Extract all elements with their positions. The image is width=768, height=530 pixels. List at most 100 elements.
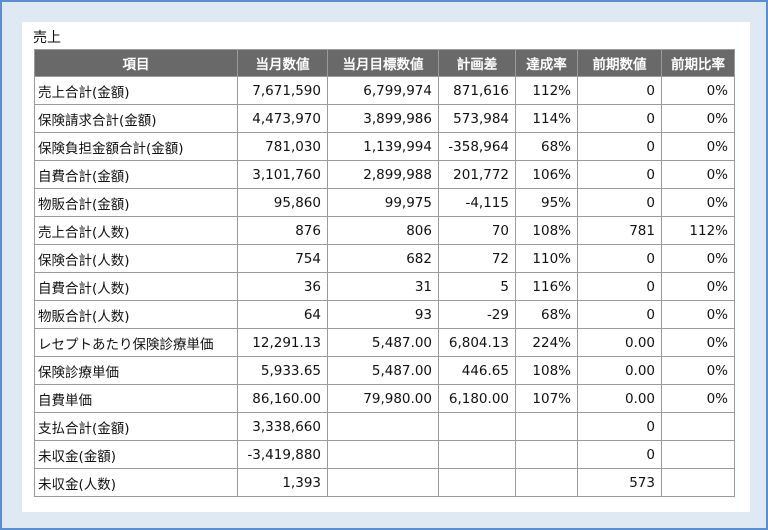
cell-previous-value: 781 [577,216,662,245]
cell-achievement-rate: 68% [515,300,578,329]
cell-previous-ratio: 0% [661,188,735,217]
cell-plan-difference: 573,984 [438,104,516,133]
cell-achievement-rate: 107% [515,384,578,413]
cell-target-value: 99,975 [327,188,439,217]
cell-achievement-rate [515,468,578,497]
cell-row-label: 売上合計(金額) [34,76,238,105]
table-header-row: 項目 当月数値 当月目標数値 計画差 達成率 前期数値 前期比率 [34,49,735,77]
cell-achievement-rate: 108% [515,216,578,245]
column-header-previous-value: 前期数値 [577,49,662,77]
cell-previous-ratio [661,412,735,441]
cell-previous-value: 0.00 [577,384,662,413]
cell-achievement-rate: 112% [515,76,578,105]
cell-achievement-rate: 106% [515,160,578,189]
cell-current-value: 95,860 [237,188,328,217]
cell-previous-value: 0 [577,300,662,329]
cell-current-value: 36 [237,272,328,301]
table-row: 売上合計(金額) 7,671,590 6,799,974 871,616 112% 0 0% [34,76,735,105]
cell-achievement-rate: 95% [515,188,578,217]
table-row: 未収金(人数) 1,393 573 [34,468,735,497]
cell-plan-difference: 5 [438,272,516,301]
cell-plan-difference: -4,115 [438,188,516,217]
cell-target-value [327,440,439,469]
table-row: 保険負担金額合計(金額) 781,030 1,139,994 -358,964 68% 0… [34,132,735,161]
cell-plan-difference: 446.65 [438,356,516,385]
cell-achievement-rate: 224% [515,328,578,357]
cell-previous-value: 0 [577,160,662,189]
cell-plan-difference: 871,616 [438,76,516,105]
cell-achievement-rate [515,412,578,441]
table-body: 売上合計(金額) 7,671,590 6,799,974 871,616 112% 0 0%… [34,76,735,497]
cell-plan-difference [438,468,516,497]
table-row: 自費合計(金額) 3,101,760 2,899,988 201,772 106% 0 0% [34,160,735,189]
cell-target-value: 5,487.00 [327,356,439,385]
table-row: レセプトあたり保険診療単価 12,291.13 5,487.00 6,804.13 22… [34,328,735,357]
cell-current-value: 5,933.65 [237,356,328,385]
cell-previous-value: 0.00 [577,356,662,385]
cell-row-label: 未収金(人数) [34,468,238,497]
cell-previous-ratio: 0% [661,272,735,301]
cell-previous-ratio: 0% [661,356,735,385]
cell-row-label: 自費合計(金額) [34,160,238,189]
cell-previous-value: 0 [577,412,662,441]
cell-plan-difference [438,440,516,469]
cell-previous-value: 0 [577,132,662,161]
cell-row-label: 支払合計(金額) [34,412,238,441]
cell-achievement-rate: 114% [515,104,578,133]
section-title: 売上 [33,30,61,46]
cell-row-label: 保険負担金額合計(金額) [34,132,238,161]
cell-current-value: 12,291.13 [237,328,328,357]
cell-previous-value: 0 [577,76,662,105]
cell-row-label: レセプトあたり保険診療単価 [34,328,238,357]
cell-target-value [327,468,439,497]
table-row: 物販合計(金額) 95,860 99,975 -4,115 95% 0 0% [34,188,735,217]
table-row: 保険合計(人数) 754 682 72 110% 0 0% [34,244,735,273]
cell-achievement-rate: 68% [515,132,578,161]
cell-target-value: 682 [327,244,439,273]
cell-previous-value: 0.00 [577,328,662,357]
table-row: 物販合計(人数) 64 93 -29 68% 0 0% [34,300,735,329]
table-row: 未収金(金額) -3,419,880 0 [34,440,735,469]
table-row: 自費単価 86,160.00 79,980.00 6,180.00 107% 0.00 0% [34,384,735,413]
cell-previous-ratio [661,440,735,469]
cell-previous-ratio: 0% [661,132,735,161]
cell-current-value: 1,393 [237,468,328,497]
cell-current-value: 754 [237,244,328,273]
cell-previous-value: 0 [577,440,662,469]
cell-previous-ratio: 0% [661,300,735,329]
cell-current-value: 7,671,590 [237,76,328,105]
cell-current-value: -3,419,880 [237,440,328,469]
cell-target-value: 31 [327,272,439,301]
table-row: 自費合計(人数) 36 31 5 116% 0 0% [34,272,735,301]
table-row: 保険診療単価 5,933.65 5,487.00 446.65 108% 0.00 0% [34,356,735,385]
cell-previous-value: 0 [577,272,662,301]
cell-previous-ratio: 0% [661,76,735,105]
cell-target-value: 2,899,988 [327,160,439,189]
cell-target-value: 6,799,974 [327,76,439,105]
cell-row-label: 物販合計(人数) [34,300,238,329]
cell-row-label: 自費合計(人数) [34,272,238,301]
cell-previous-value: 573 [577,468,662,497]
cell-plan-difference: 201,772 [438,160,516,189]
sales-table: 項目 当月数値 当月目標数値 計画差 達成率 前期数値 前期比率 売上合計(金額… [34,49,735,497]
cell-target-value: 806 [327,216,439,245]
cell-previous-ratio: 112% [661,216,735,245]
cell-row-label: 売上合計(人数) [34,216,238,245]
table-row: 売上合計(人数) 876 806 70 108% 781 112% [34,216,735,245]
cell-previous-ratio: 0% [661,104,735,133]
cell-target-value: 93 [327,300,439,329]
cell-previous-ratio [661,468,735,497]
cell-target-value: 5,487.00 [327,328,439,357]
column-header-current-value: 当月数値 [237,49,328,77]
cell-current-value: 3,338,660 [237,412,328,441]
table-row: 保険請求合計(金額) 4,473,970 3,899,986 573,984 114% 0… [34,104,735,133]
cell-previous-ratio: 0% [661,160,735,189]
cell-target-value: 79,980.00 [327,384,439,413]
column-header-target-value: 当月目標数値 [327,49,439,77]
column-header-item: 項目 [34,49,238,77]
table-row: 支払合計(金額) 3,338,660 0 [34,412,735,441]
cell-row-label: 保険請求合計(金額) [34,104,238,133]
cell-previous-value: 0 [577,104,662,133]
column-header-plan-difference: 計画差 [438,49,516,77]
cell-current-value: 876 [237,216,328,245]
